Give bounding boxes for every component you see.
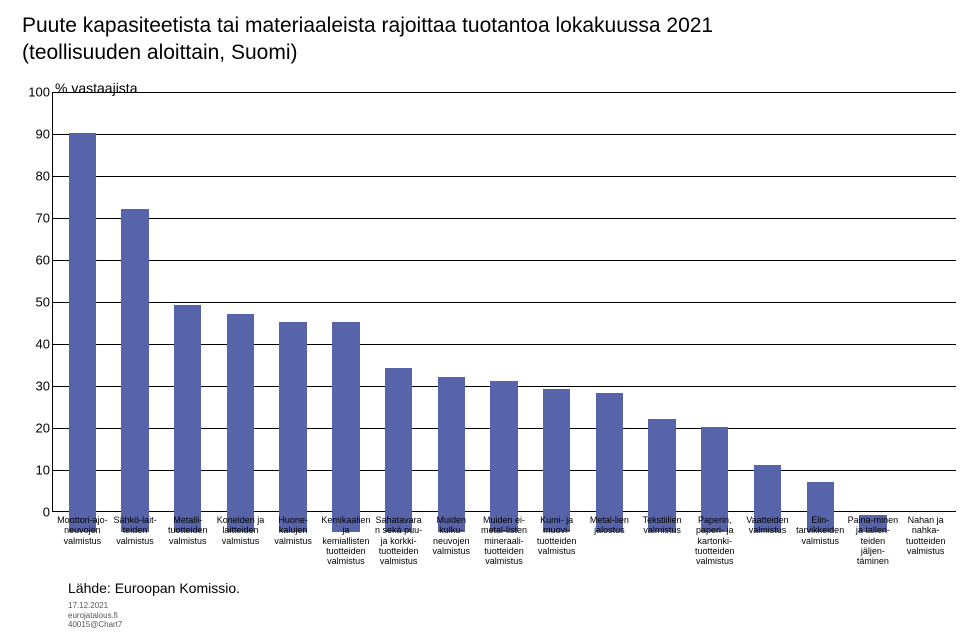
category-label: Sähkö-lait-teiden valmistus	[109, 513, 162, 567]
bar	[174, 305, 201, 532]
bar-slot	[899, 92, 952, 532]
title-line-1: Puute kapasiteetista tai materiaaleista …	[22, 14, 713, 37]
bar-slot	[320, 92, 373, 532]
source-text: Lähde: Euroopan Komissio.	[68, 580, 240, 596]
bar-slot	[530, 92, 583, 532]
y-tick-label: 100	[20, 85, 50, 100]
footer-date: 17.12.2021	[68, 601, 122, 611]
category-label: Vaatteiden valmistus	[741, 513, 794, 567]
bar	[490, 381, 517, 532]
title-line-2: (teollisuuden aloittain, Suomi)	[22, 41, 297, 64]
category-label: Tekstiilien valmistus	[636, 513, 689, 567]
bar	[121, 209, 148, 532]
y-tick-label: 90	[20, 127, 50, 142]
bars-container	[52, 92, 956, 532]
category-label: Elin-tarvikkeiden valmistus	[794, 513, 847, 567]
bar-slot	[214, 92, 267, 532]
bar-slot	[372, 92, 425, 532]
bar-slot	[161, 92, 214, 532]
bar-slot	[109, 92, 162, 532]
bar	[543, 389, 570, 532]
bar	[279, 322, 306, 532]
bar-slot	[583, 92, 636, 532]
y-tick-label: 10	[20, 463, 50, 478]
y-tick-label: 70	[20, 211, 50, 226]
bar-slot	[267, 92, 320, 532]
bar-slot	[847, 92, 900, 532]
footer-id: 40015@Chart7	[68, 620, 122, 630]
bar	[385, 368, 412, 532]
y-tick-label: 0	[20, 505, 50, 520]
bar	[332, 322, 359, 532]
category-labels: Moottori-ajo-neuvojen valmistusSähkö-lai…	[52, 513, 956, 567]
bar-slot	[794, 92, 847, 532]
y-tick-label: 30	[20, 379, 50, 394]
bar-slot	[425, 92, 478, 532]
footer-text: 17.12.2021 eurojatalous.fi 40015@Chart7	[68, 601, 122, 630]
y-tick-label: 40	[20, 337, 50, 352]
category-label: Kemikaalien ja kemiallisten tuotteiden v…	[320, 513, 373, 567]
category-label: Kumi- ja muovi-tuotteiden valmistus	[530, 513, 583, 567]
bar-slot	[478, 92, 531, 532]
bar-slot	[636, 92, 689, 532]
bar	[227, 314, 254, 532]
y-tick-label: 60	[20, 253, 50, 268]
y-tick-label: 50	[20, 295, 50, 310]
footer-site: eurojatalous.fi	[68, 611, 122, 621]
category-label: Koneiden ja laitteiden valmistus	[214, 513, 267, 567]
category-label: Metal-lien jalostus	[583, 513, 636, 567]
bar	[69, 133, 96, 532]
bar-slot	[688, 92, 741, 532]
category-label: Paina-minen ja tallen-teiden jäljen-tämi…	[847, 513, 900, 567]
y-tick-label: 80	[20, 169, 50, 184]
bar	[596, 393, 623, 532]
y-tick-label: 20	[20, 421, 50, 436]
bar-slot	[56, 92, 109, 532]
chart-title: Puute kapasiteetista tai materiaaleista …	[22, 12, 956, 67]
category-label: Moottori-ajo-neuvojen valmistus	[56, 513, 109, 567]
category-label: Nahan ja nahka-tuotteiden valmistus	[899, 513, 952, 567]
chart-area: % vastaajista 0102030405060708090100 Moo…	[20, 92, 956, 532]
category-label: Huone-kalujen valmistus	[267, 513, 320, 567]
category-label: Sahatavaran sekä puu- ja korkki-tuotteid…	[372, 513, 425, 567]
category-label: Muiden ei-metal-listen mineraali-tuottei…	[478, 513, 531, 567]
bar-slot	[741, 92, 794, 532]
category-label: Paperin, paperi- ja kartonki-tuotteiden …	[688, 513, 741, 567]
bar	[438, 377, 465, 532]
category-label: Muiden kulku-neuvojen valmistus	[425, 513, 478, 567]
category-label: Metalli-tuotteiden valmistus	[161, 513, 214, 567]
